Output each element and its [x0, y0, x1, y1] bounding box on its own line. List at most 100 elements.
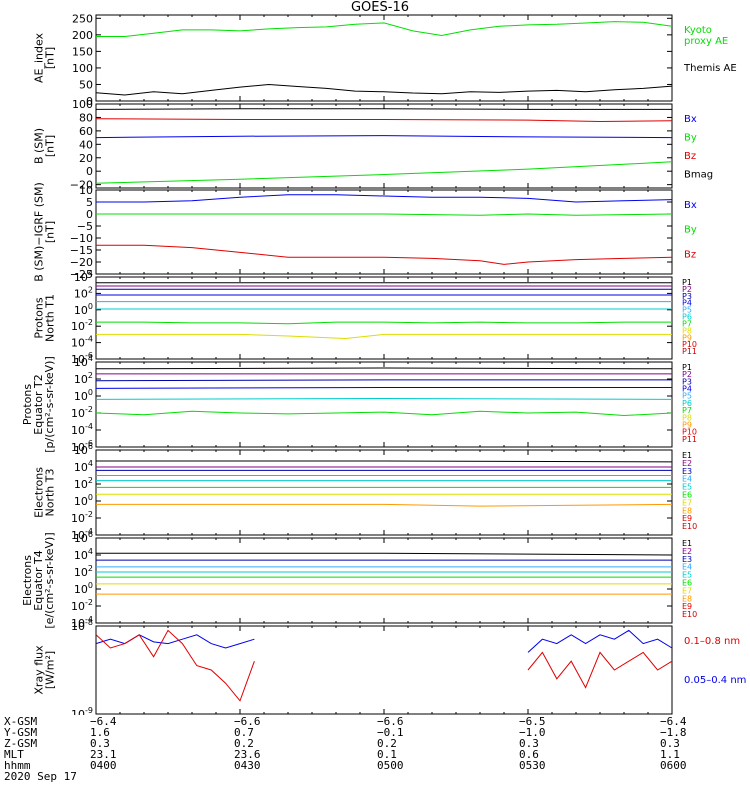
y-tick-label: 100	[74, 581, 93, 596]
footer-row-mlt: MLT 23.1 23.6 0.1 0.6 1.1	[0, 748, 750, 761]
y-tick-label: −25	[70, 268, 93, 281]
legend-entry: E1	[682, 451, 692, 460]
y-tick-label: −20	[70, 256, 93, 269]
y-axis-label: Xray flux[W/m²]	[33, 645, 57, 695]
y-tick-label: 5	[86, 196, 93, 209]
legend-entry: E9	[682, 602, 692, 611]
panel-frame	[95, 449, 673, 536]
series-line	[96, 552, 673, 556]
series-line	[96, 503, 673, 507]
footer-value: −0.1	[377, 726, 404, 739]
footer-value: 0.2	[234, 737, 254, 750]
y-tick-label: 104	[74, 459, 93, 474]
y-axis-label: ProtonsEquator T2[p/(cm²-s-sr-keV)]	[21, 356, 56, 453]
y-tick-label: 102	[74, 476, 93, 491]
legend-entry: E2	[682, 547, 692, 556]
y-axis-label: ElectronsNorth T3	[33, 467, 57, 518]
legend-entry: P5	[682, 392, 692, 401]
orbit-footer: X-GSM −6.4 −6.6 −6.6 −6.5 −6.4 Y-GSM 1.6 0.7 −0.1…	[0, 715, 750, 800]
y-tick-label: 40	[79, 138, 93, 151]
series-line	[95, 629, 255, 702]
y-tick-label: 10-9	[71, 706, 93, 715]
series-line	[95, 83, 673, 96]
y-tick-label: 10-6	[71, 351, 93, 366]
legend-entry: E2	[682, 459, 692, 468]
footer-row-label: X-GSM	[4, 715, 38, 728]
footer-value: 0.1	[377, 748, 397, 761]
y-tick-label: 10-4	[71, 422, 93, 437]
footer-date: 2020 Sep 17	[4, 770, 77, 783]
y-tick-label: 20	[79, 152, 93, 165]
legend-entry: Bx	[684, 114, 697, 125]
footer-value: −6.4	[660, 715, 687, 728]
series-line	[95, 398, 673, 400]
legend-entry: P6	[682, 399, 692, 408]
y-tick-label: 10-4	[71, 527, 93, 542]
page-title: GOES-16	[350, 0, 409, 15]
y-tick-label: 10-8	[71, 618, 93, 633]
legend-entry: 0.05–0.4 nm	[684, 675, 746, 686]
footer-value: 0400	[90, 759, 117, 772]
y-tick-label: 102	[74, 371, 93, 386]
y-axis-label: ProtonsNorth T1	[33, 294, 57, 342]
footer-row-label: MLT	[4, 748, 24, 761]
y-tick-label: 150	[72, 45, 93, 58]
series-line	[95, 161, 673, 184]
series-line	[96, 213, 673, 216]
panel-frame	[95, 361, 673, 448]
legend-entry: E1	[682, 539, 692, 548]
legend-entry: P4	[682, 299, 692, 308]
series-line	[96, 244, 673, 265]
legend-entry: E10	[682, 610, 697, 619]
y-tick-label: 10	[79, 184, 93, 197]
legend-entry: P7	[682, 319, 692, 328]
footer-value: 1.1	[660, 748, 680, 761]
y-axis-label: B (SM)[nT]	[33, 128, 57, 164]
footer-value: −6.6	[377, 715, 404, 728]
series-line	[95, 410, 673, 417]
legend-entry: P2	[682, 370, 692, 379]
y-tick-label: 10-2	[71, 510, 93, 525]
footer-value: 0.3	[90, 737, 110, 750]
legend-entry: E6	[682, 491, 692, 500]
footer-value: −1.8	[660, 726, 687, 739]
footer-value: 0530	[519, 759, 546, 772]
panel-electronsT4: 106 104 102 100 10-2 10-4 ElectronsEquator T4[…	[21, 530, 697, 630]
series-line	[96, 194, 673, 203]
y-tick-label: 100	[74, 302, 93, 317]
y-tick-label: 104	[74, 547, 93, 562]
series-line	[95, 118, 673, 122]
legend-entry: E5	[682, 571, 692, 580]
legend-entry: P9	[682, 420, 692, 429]
series-line	[95, 379, 672, 382]
y-tick-label: 10-4	[71, 335, 93, 350]
y-tick-label: 10-4	[71, 615, 93, 630]
y-tick-label: 100	[72, 62, 93, 75]
footer-value: −1.0	[519, 726, 546, 739]
series-line	[95, 108, 672, 110]
legend-entry: P1	[682, 278, 692, 287]
panel-frame	[95, 103, 673, 189]
footer-row-z-gsm: Z-GSM 0.3 0.2 0.2 0.3 0.3	[0, 737, 750, 750]
legend-entry: P4	[682, 385, 692, 394]
y-axis-label: B (SM)−IGRF (SM)[nT]	[33, 182, 57, 282]
panel-ae: 250 200 150 100 50 0 AE_index[nT] Kyoto proxy AE…	[33, 12, 737, 108]
legend-entry: By	[684, 225, 697, 236]
y-tick-label: 50	[79, 78, 93, 91]
footer-row-y-gsm: Y-GSM 1.6 0.7 −0.1 −1.0 −1.8	[0, 726, 750, 739]
legend-entry: P11	[682, 435, 697, 444]
legend-entry: Bmag	[684, 170, 713, 181]
y-axis-label: ElectronsEquator T4[e/(cm²-s-sr-keV)]	[21, 532, 56, 628]
y-tick-label: 0	[86, 95, 93, 108]
y-tick-label: 200	[72, 29, 93, 42]
panel-frame	[95, 189, 673, 275]
y-tick-label: 60	[79, 125, 93, 138]
y-tick-label: 104	[74, 354, 93, 369]
legend-entry: Bx	[684, 200, 697, 211]
footer-value: −6.5	[519, 715, 546, 728]
footer-row-label: hhmm	[4, 759, 31, 772]
y-tick-label: −5	[77, 220, 93, 233]
series-line	[96, 333, 672, 340]
